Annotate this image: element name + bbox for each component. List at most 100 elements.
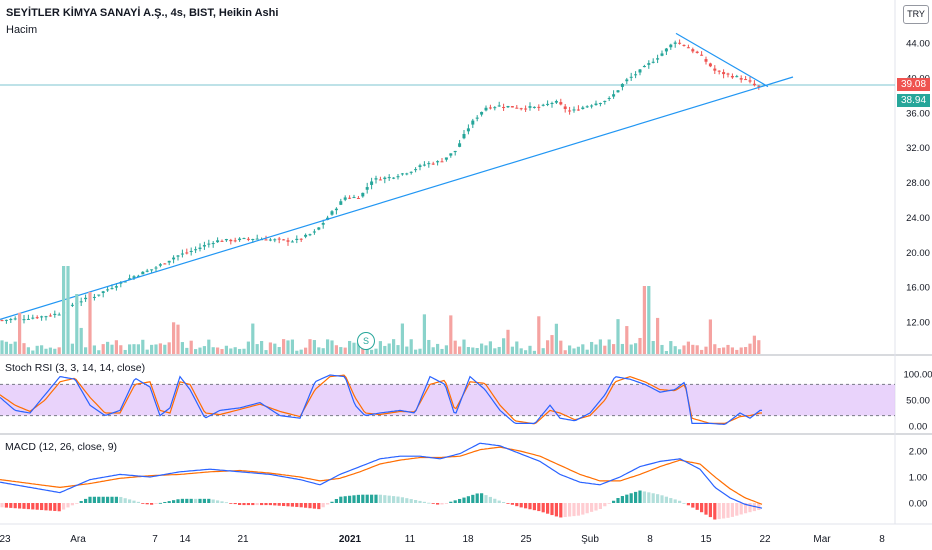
- macd-histogram-bar: [471, 494, 475, 503]
- volume-bar: [409, 339, 413, 354]
- candle-body: [106, 289, 110, 291]
- volume-bar: [185, 347, 189, 354]
- volume-bar: [757, 340, 761, 354]
- volume-bar: [44, 348, 48, 354]
- macd-histogram-bar: [0, 503, 4, 508]
- last-price-tag: 39.08: [897, 78, 930, 91]
- macd-histogram-bar: [673, 499, 677, 503]
- macd-histogram-bar: [13, 503, 17, 509]
- volume-bar: [414, 349, 418, 354]
- volume-bar: [396, 345, 400, 354]
- volume-bar: [528, 345, 532, 354]
- volume-bar: [255, 344, 259, 354]
- candle-body: [136, 275, 140, 277]
- volume-bar: [537, 316, 541, 354]
- macd-histogram-bar: [343, 496, 347, 503]
- volume-bar: [590, 341, 594, 354]
- candle-body: [330, 211, 334, 215]
- volume-bar: [576, 346, 580, 354]
- volume-bar: [638, 337, 642, 354]
- time-tick-label: Ara: [70, 534, 86, 545]
- event-marker-icon[interactable]: S: [357, 332, 375, 350]
- macd-label: MACD (12, 26, close, 9): [5, 441, 118, 453]
- macd-histogram-bar: [194, 498, 198, 503]
- macd-histogram-bar: [141, 503, 145, 504]
- macd-histogram-bar: [563, 503, 567, 518]
- candle-body: [242, 238, 246, 240]
- macd-histogram-bar: [713, 503, 717, 520]
- volume-bar: [180, 342, 184, 354]
- volume-bar: [660, 344, 664, 354]
- candle-body: [295, 238, 299, 241]
- candle-body: [409, 171, 413, 173]
- volume-bar: [88, 292, 92, 354]
- candle-body: [519, 108, 523, 110]
- macd-histogram-bar: [502, 502, 506, 503]
- volume-bar: [348, 340, 352, 354]
- candle-body: [356, 197, 360, 199]
- volume-bar: [387, 343, 391, 354]
- macd-tick-label: 1.00: [909, 473, 928, 484]
- volume-bar: [722, 347, 726, 354]
- candle-body: [352, 197, 356, 199]
- volume-bar: [119, 345, 123, 354]
- candle-body: [471, 120, 475, 125]
- candle-body: [682, 44, 686, 46]
- macd-histogram-bar: [189, 498, 193, 503]
- macd-histogram-bar: [26, 503, 30, 510]
- candle-body: [752, 83, 756, 86]
- volume-bar: [220, 349, 224, 354]
- volume-bar: [480, 343, 484, 354]
- candle-body: [422, 164, 426, 166]
- volume-bar: [317, 347, 321, 354]
- volume-bar: [343, 347, 347, 354]
- volume-bar: [128, 344, 132, 354]
- macd-histogram-bar: [264, 503, 268, 506]
- macd-histogram-bar: [493, 498, 497, 503]
- currency-button[interactable]: TRY: [903, 5, 929, 24]
- macd-histogram-bar: [326, 503, 330, 505]
- macd-histogram-bar: [444, 503, 448, 504]
- macd-histogram-bar: [524, 503, 528, 509]
- macd-histogram-bar: [392, 496, 396, 503]
- candle-body: [290, 241, 294, 243]
- candle-body: [488, 107, 492, 109]
- volume-bar: [449, 315, 453, 354]
- macd-histogram-bar: [40, 503, 44, 511]
- macd-histogram-bar: [625, 494, 629, 503]
- candle-body: [361, 192, 365, 197]
- macd-histogram-bar: [348, 495, 352, 503]
- candle-body: [180, 253, 184, 255]
- volume-bar: [550, 335, 554, 354]
- macd-histogram-bar: [400, 497, 404, 503]
- macd-histogram-bar: [519, 503, 523, 508]
- volume-bar: [392, 339, 396, 354]
- macd-histogram-bar: [554, 503, 558, 517]
- volume-bar: [106, 341, 110, 354]
- macd-histogram-bar: [506, 503, 510, 504]
- macd-histogram-bar: [449, 501, 453, 503]
- macd-histogram-bar: [66, 503, 70, 508]
- time-tick-label: 14: [179, 534, 191, 545]
- macd-histogram-bar: [546, 503, 550, 514]
- candle-body: [537, 106, 541, 108]
- volume-bar: [744, 347, 748, 354]
- macd-histogram-bar: [150, 503, 154, 505]
- candle-body: [730, 75, 734, 78]
- volume-bar: [669, 341, 673, 354]
- macd-histogram-bar: [207, 498, 211, 503]
- candle-body: [312, 231, 316, 233]
- macd-histogram-bar: [427, 502, 431, 504]
- candle-body: [554, 101, 558, 103]
- volume-bar: [229, 348, 233, 354]
- macd-histogram-bar: [726, 503, 730, 518]
- volume-bar: [13, 341, 17, 354]
- macd-histogram-bar: [106, 496, 110, 503]
- volume-bar: [66, 266, 70, 354]
- volume-bar: [458, 346, 462, 354]
- candle-body: [158, 264, 162, 266]
- candle-body: [497, 105, 501, 107]
- candle-body: [194, 249, 198, 251]
- volume-bar: [598, 339, 602, 354]
